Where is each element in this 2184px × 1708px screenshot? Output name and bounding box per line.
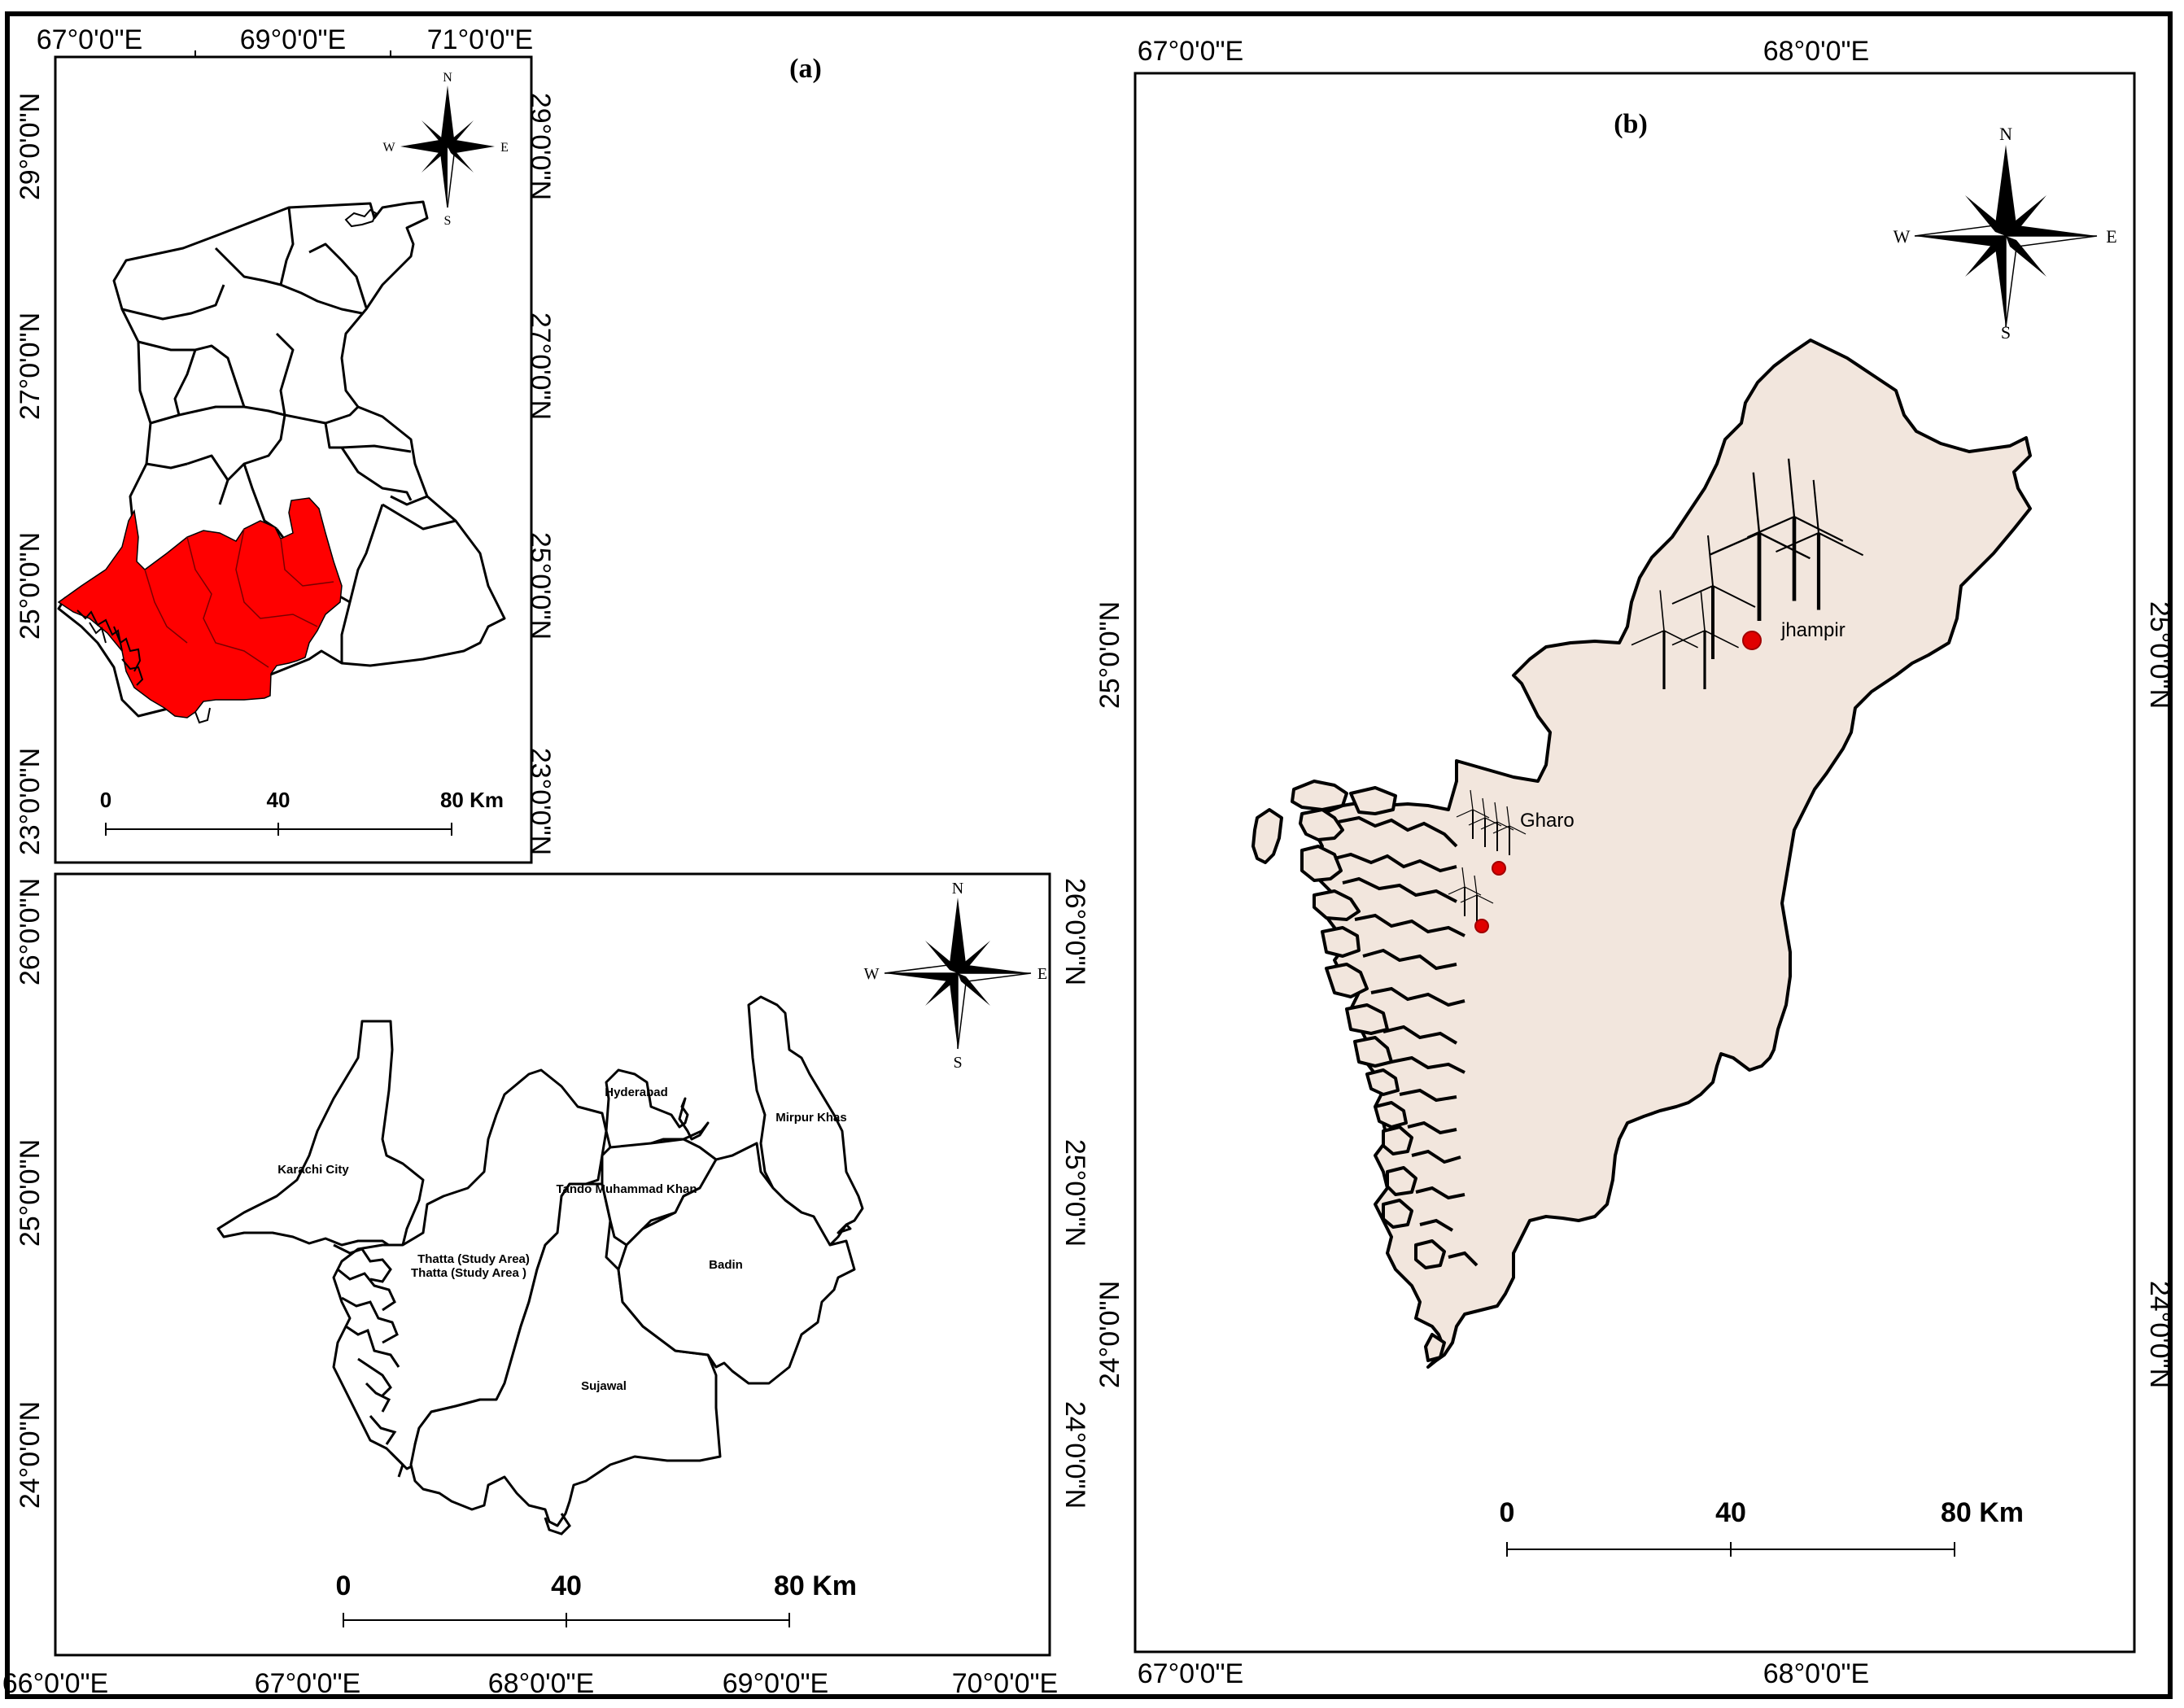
inset-left-tick: 25°0'0"N bbox=[15, 1139, 46, 1247]
label-thatta-2: Thatta (Study Area ) bbox=[411, 1266, 526, 1280]
b-right-tick: 25°0'0"N bbox=[2144, 601, 2175, 709]
compass-a-s: S bbox=[444, 214, 452, 228]
a-right-tick: 23°0'0"N bbox=[525, 748, 556, 855]
inset-bottom-tick: 66°0'0"E bbox=[2, 1668, 108, 1699]
study-area-thatta bbox=[1308, 339, 2032, 1369]
label-thatta: Thatta (Study Area) bbox=[417, 1252, 530, 1266]
inset-bottom-tick: 68°0'0"E bbox=[488, 1668, 594, 1699]
scale-a-mid: 40 bbox=[267, 788, 290, 812]
scale-inset-mid: 40 bbox=[551, 1570, 582, 1601]
gharo-marker-1 bbox=[1492, 861, 1506, 876]
a-right-tick: 25°0'0"N bbox=[525, 532, 556, 640]
compass-inset-e: E bbox=[1037, 965, 1047, 983]
compass-rose-a: N S W E bbox=[382, 71, 508, 228]
compass-inset-n: N bbox=[952, 880, 963, 898]
scale-b-zero: 0 bbox=[1500, 1497, 1515, 1528]
a-left-tick: 29°0'0"N bbox=[15, 93, 46, 200]
a-right-tick: 29°0'0"N bbox=[525, 93, 556, 200]
label-hyderabad: Hyderabad bbox=[605, 1086, 668, 1099]
panel-a: (a) 67°0'0"E 69°0'0"E 71°0'0"E 29°0'0"N … bbox=[15, 24, 822, 864]
a-top-tick: 71°0'0"E bbox=[427, 24, 533, 55]
label-karachi: Karachi City bbox=[277, 1163, 349, 1177]
inset-coastal-creeks bbox=[333, 1243, 571, 1535]
b-left-tick: 25°0'0"N bbox=[1094, 601, 1125, 709]
b-right-tick: 24°0'0"N bbox=[2144, 1281, 2175, 1388]
a-left-tick: 23°0'0"N bbox=[15, 748, 46, 855]
inset-bottom-tick: 67°0'0"E bbox=[255, 1668, 360, 1699]
scale-bar-a: 0 40 80 Km bbox=[100, 788, 504, 836]
inset-left-tick: 24°0'0"N bbox=[15, 1401, 46, 1509]
scale-b-mid: 40 bbox=[1715, 1497, 1746, 1528]
gharo-marker-2 bbox=[1474, 919, 1489, 933]
panel-b-label: (b) bbox=[1614, 109, 1648, 139]
scale-inset-end: 80 Km bbox=[774, 1570, 857, 1601]
label-jhampir: jhampir bbox=[1780, 619, 1845, 641]
compass-rose-inset: N S W E bbox=[864, 880, 1048, 1072]
panel-a-label: (a) bbox=[789, 54, 822, 84]
b-bottom-tick: 68°0'0"E bbox=[1763, 1658, 1869, 1689]
b-top-tick: 67°0'0"E bbox=[1138, 36, 1243, 67]
scale-bar-inset: 0 40 80 Km bbox=[336, 1570, 857, 1627]
b-top-tick: 68°0'0"E bbox=[1763, 36, 1869, 67]
compass-rose-b: N S W E bbox=[1894, 124, 2117, 343]
scale-a-end: 80 Km bbox=[440, 788, 504, 812]
label-sujawal: Sujawal bbox=[581, 1379, 627, 1393]
scale-inset-zero: 0 bbox=[336, 1570, 352, 1601]
b-left-tick: 24°0'0"N bbox=[1094, 1281, 1125, 1388]
label-badin: Badin bbox=[709, 1258, 743, 1272]
figure-frame bbox=[5, 11, 2173, 1699]
compass-inset-s: S bbox=[953, 1054, 962, 1072]
compass-a-e: E bbox=[500, 141, 509, 155]
label-tando-muhammad-khan: Tando Muhammad Khan bbox=[556, 1182, 697, 1196]
compass-b-s: S bbox=[2001, 322, 2011, 343]
coastal-islands bbox=[1251, 780, 1446, 1362]
creek-lines bbox=[1334, 815, 1479, 1267]
scale-b-end: 80 Km bbox=[1941, 1497, 2024, 1528]
a-top-tick: 69°0'0"E bbox=[240, 24, 346, 55]
scale-a-zero: 0 bbox=[100, 788, 111, 812]
label-gharo: Gharo bbox=[1520, 810, 1575, 832]
compass-b-e: E bbox=[2106, 226, 2116, 247]
label-mirpur-khas: Mirpur Khas bbox=[775, 1111, 847, 1125]
jhampir-marker bbox=[1742, 631, 1762, 650]
compass-a-w: W bbox=[382, 141, 395, 155]
compass-inset-w: W bbox=[864, 965, 880, 983]
district-lines bbox=[121, 207, 456, 663]
inset-right-tick: 24°0'0"N bbox=[1059, 1401, 1090, 1509]
district-badin bbox=[617, 1142, 856, 1385]
inset-left-tick: 26°0'0"N bbox=[15, 878, 46, 985]
compass-b-w: W bbox=[1894, 226, 1911, 247]
compass-b-n: N bbox=[1999, 124, 2012, 144]
panel-inset: 66°0'0"E 67°0'0"E 68°0'0"E 69°0'0"E 70°0… bbox=[2, 872, 1090, 1699]
b-bottom-tick: 67°0'0"E bbox=[1138, 1658, 1243, 1689]
scale-bar-b: 0 40 80 Km bbox=[1500, 1497, 2024, 1557]
district-mirpur-khas bbox=[747, 995, 864, 1247]
study-region-highlight bbox=[57, 497, 343, 719]
a-left-tick: 27°0'0"N bbox=[15, 312, 46, 420]
panel-a-frame bbox=[54, 55, 533, 864]
inset-right-tick: 26°0'0"N bbox=[1059, 878, 1090, 985]
district-karachi bbox=[216, 1020, 425, 1251]
compass-a-n: N bbox=[443, 71, 452, 85]
panel-b: (b) 67°0'0"E 68°0'0"E 67°0'0"E 68°0'0"E … bbox=[1094, 36, 2175, 1689]
inset-right-tick: 25°0'0"N bbox=[1059, 1139, 1090, 1247]
a-top-tick: 67°0'0"E bbox=[37, 24, 142, 55]
a-right-tick: 27°0'0"N bbox=[525, 312, 556, 420]
a-left-tick: 25°0'0"N bbox=[15, 532, 46, 640]
inset-bottom-tick: 70°0'0"E bbox=[952, 1668, 1058, 1699]
inset-bottom-tick: 69°0'0"E bbox=[723, 1668, 828, 1699]
